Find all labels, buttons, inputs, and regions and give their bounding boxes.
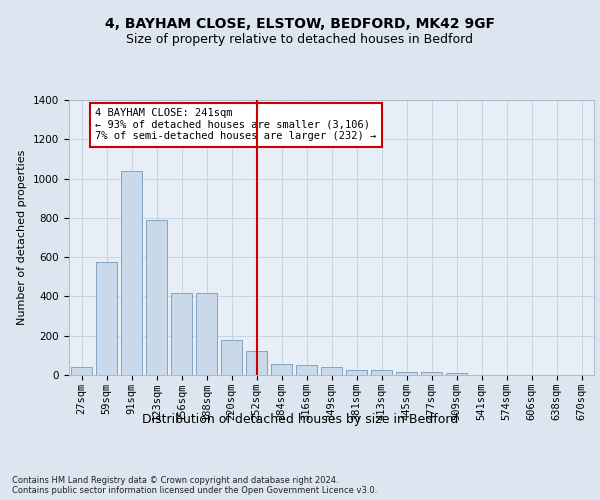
Text: 4, BAYHAM CLOSE, ELSTOW, BEDFORD, MK42 9GF: 4, BAYHAM CLOSE, ELSTOW, BEDFORD, MK42 9…	[105, 18, 495, 32]
Bar	[221, 340, 242, 375]
Bar	[321, 367, 342, 375]
Bar	[421, 372, 442, 375]
Bar	[296, 365, 317, 375]
Bar	[71, 367, 92, 375]
Bar	[246, 352, 267, 375]
Bar	[171, 294, 192, 375]
Text: 4 BAYHAM CLOSE: 241sqm
← 93% of detached houses are smaller (3,106)
7% of semi-d: 4 BAYHAM CLOSE: 241sqm ← 93% of detached…	[95, 108, 377, 142]
Bar	[271, 364, 292, 375]
Text: Distribution of detached houses by size in Bedford: Distribution of detached houses by size …	[142, 412, 458, 426]
Bar	[371, 370, 392, 375]
Y-axis label: Number of detached properties: Number of detached properties	[17, 150, 28, 325]
Text: Contains HM Land Registry data © Crown copyright and database right 2024.
Contai: Contains HM Land Registry data © Crown c…	[12, 476, 377, 495]
Bar	[121, 170, 142, 375]
Bar	[146, 220, 167, 375]
Bar	[396, 372, 417, 375]
Bar	[446, 374, 467, 375]
Text: Size of property relative to detached houses in Bedford: Size of property relative to detached ho…	[127, 32, 473, 46]
Bar	[346, 370, 367, 375]
Bar	[196, 294, 217, 375]
Bar	[96, 262, 117, 375]
